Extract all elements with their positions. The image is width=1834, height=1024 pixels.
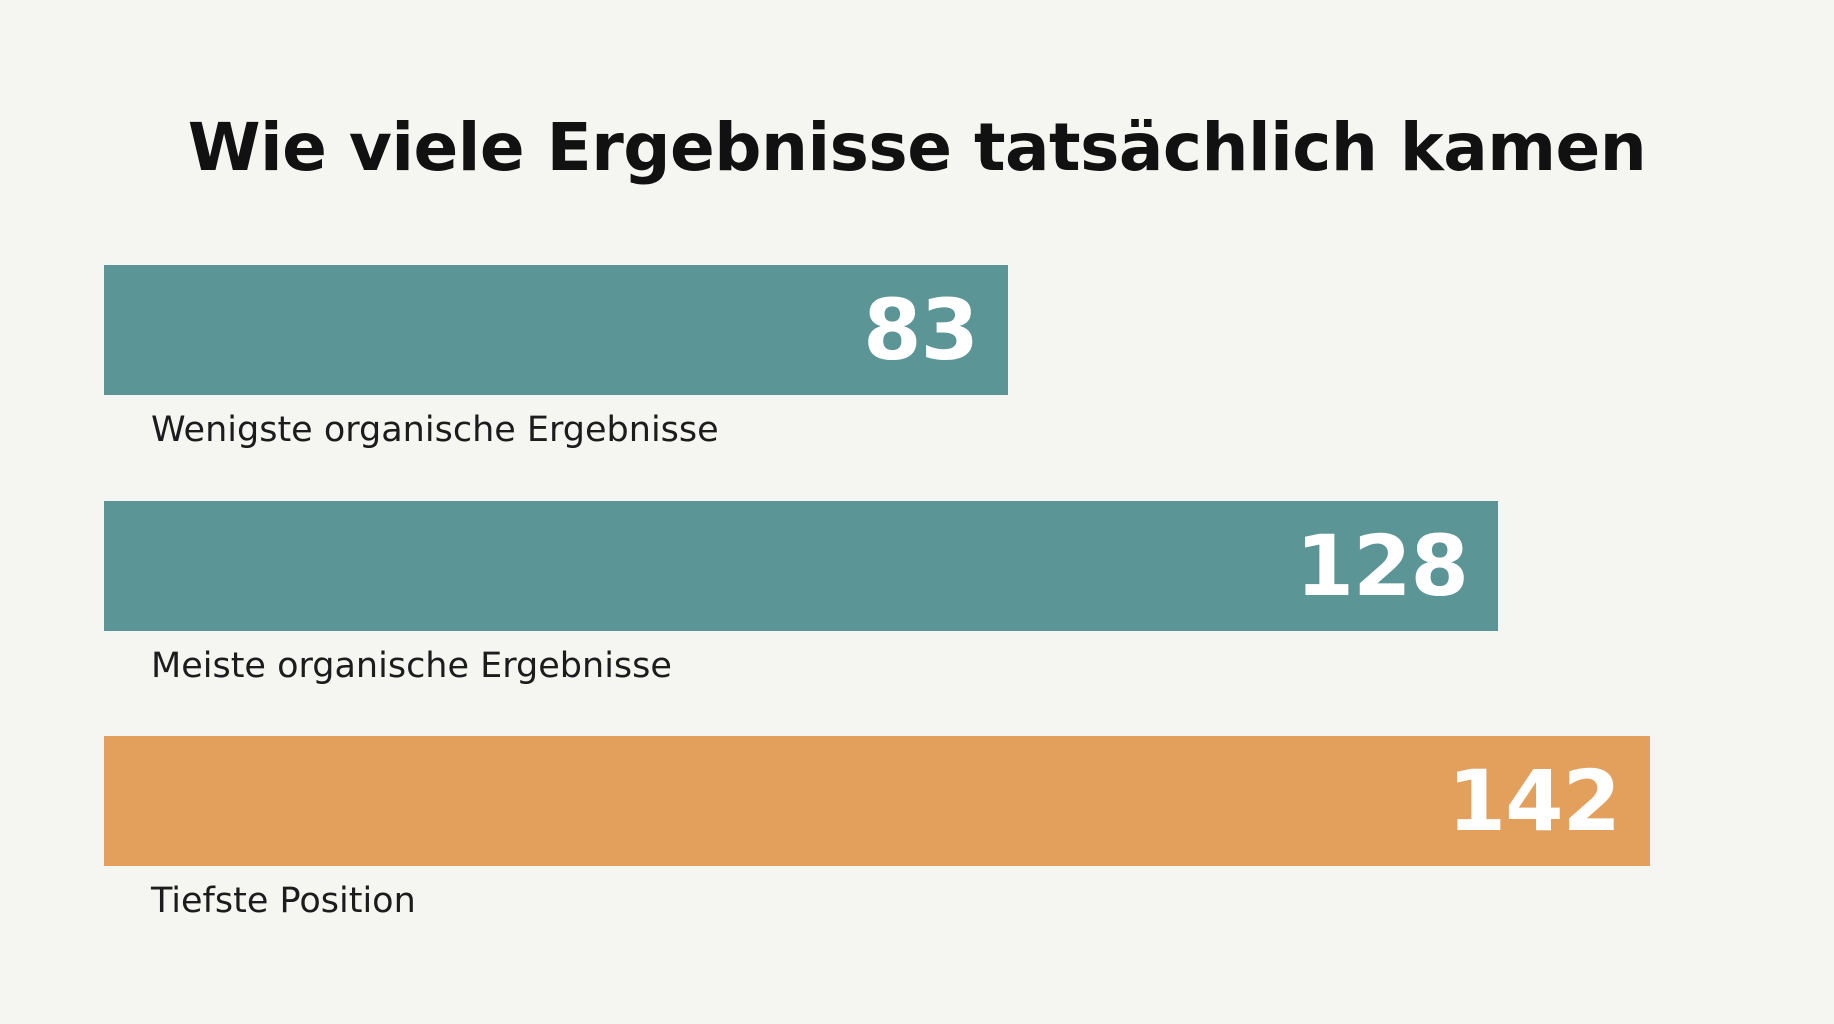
category-label: Wenigste organische Ergebnisse [151,410,719,450]
chart-title: Wie viele Ergebnisse tatsächlich kamen [187,109,1647,186]
bar-value-label: 83 [863,281,979,379]
bar-deepest-position: 142 [104,736,1650,866]
bar-value-label: 128 [1295,517,1469,615]
bar-fewest-organic-results: 83 [104,265,1008,395]
bar-most-organic-results: 128 [104,501,1498,631]
category-label: Tiefste Position [151,881,416,921]
bar-value-label: 142 [1447,752,1621,850]
category-label: Meiste organische Ergebnisse [151,646,672,686]
